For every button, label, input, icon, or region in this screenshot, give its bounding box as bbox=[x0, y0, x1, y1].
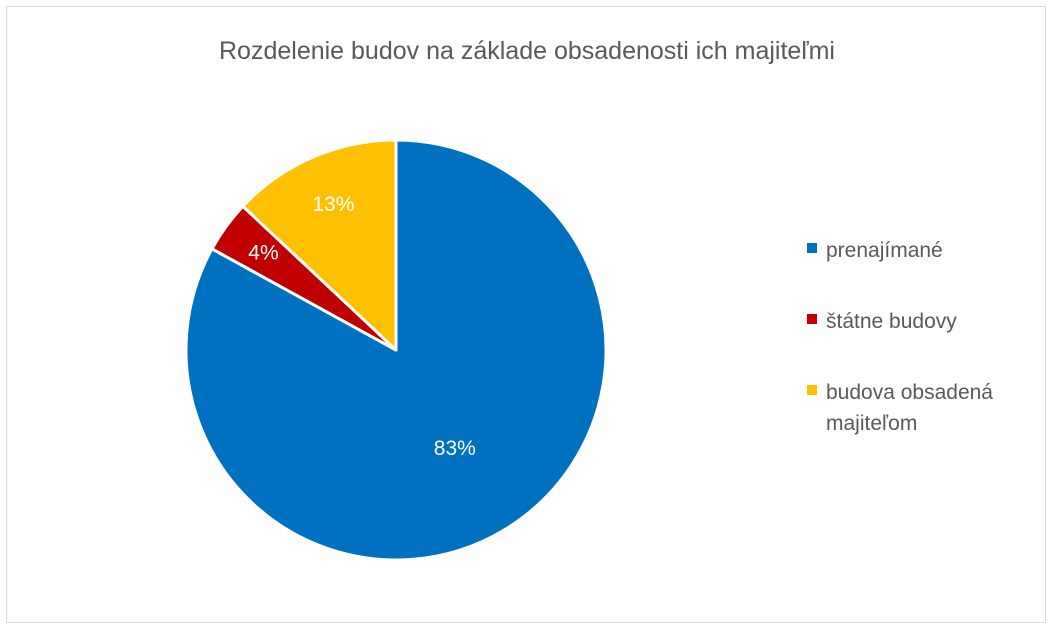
data-label-2: 4% bbox=[248, 241, 278, 264]
legend-label: budova obsadená majiteľom bbox=[826, 381, 993, 435]
legend-label: štátne budovy bbox=[826, 310, 957, 333]
legend-swatch bbox=[807, 385, 817, 395]
legend-label: prenajímané bbox=[826, 239, 943, 262]
data-label-1: 83% bbox=[434, 437, 476, 460]
legend-swatch bbox=[807, 314, 817, 324]
chart-title: Rozdelenie budov na základe obsadenosti … bbox=[219, 37, 835, 65]
legend-item-3: budova obsadená majiteľom bbox=[807, 377, 1037, 439]
legend: prenajímané štátne budovy budova obsadená … bbox=[807, 235, 1037, 479]
legend-item-2: štátne budovy bbox=[807, 306, 1037, 337]
pie-chart: 83% 4% 13% bbox=[184, 138, 608, 562]
chart-area: Rozdelenie budov na základe obsadenosti … bbox=[6, 6, 1046, 623]
legend-swatch bbox=[807, 243, 817, 253]
legend-item-1: prenajímané bbox=[807, 235, 1037, 266]
data-label-3: 13% bbox=[312, 193, 354, 216]
pie-slice-3 bbox=[241, 138, 398, 352]
